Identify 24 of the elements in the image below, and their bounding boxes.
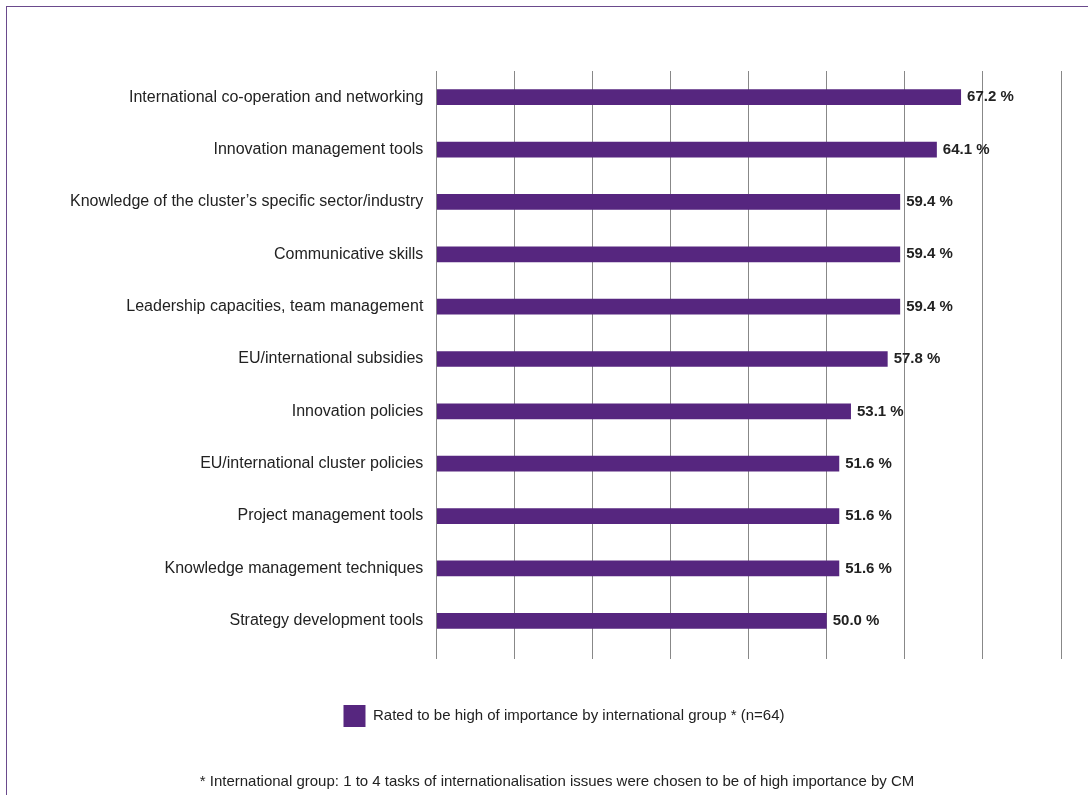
data-label: 59.4 % — [906, 296, 953, 314]
y-tick-label: Knowledge management techniques — [164, 558, 424, 576]
data-label: 59.4 % — [906, 244, 953, 262]
data-label: 51.6 % — [845, 453, 892, 471]
y-tick-label: Innovation management tools — [213, 139, 424, 157]
y-tick-label: Knowledge of the cluster’s specific sector/industry — [70, 192, 424, 210]
data-label: 67.2 % — [967, 87, 1014, 105]
y-tick-label: International co-operation and networking — [128, 87, 424, 105]
y-tick-label: EU/international subsidies — [238, 349, 424, 367]
legend-label: Rated to be high of importance by international group * (n=64) — [372, 706, 785, 724]
data-label: 57.8 % — [893, 349, 941, 367]
y-tick-label: Project management tools — [237, 506, 424, 524]
y-tick-label: EU/international cluster policies — [200, 454, 424, 472]
data-label: 50.0 % — [832, 610, 880, 628]
data-label: 51.6 % — [845, 506, 892, 524]
data-label: 64.1 % — [942, 139, 990, 157]
y-tick-label: Innovation policies — [291, 401, 424, 419]
data-label: 51.6 % — [845, 558, 892, 576]
text: * International group: 1 to 4 tasks of internationalisation issues were chosen to be of high importance by CM — [198, 772, 916, 789]
y-tick-label: Communicative skills — [273, 244, 424, 262]
data-label: 53.1 % — [856, 401, 904, 419]
y-tick-label: Strategy development tools — [229, 611, 424, 629]
y-tick-label: Leadership capacities, team management — [126, 297, 424, 315]
data-label: 59.4 % — [906, 192, 953, 210]
